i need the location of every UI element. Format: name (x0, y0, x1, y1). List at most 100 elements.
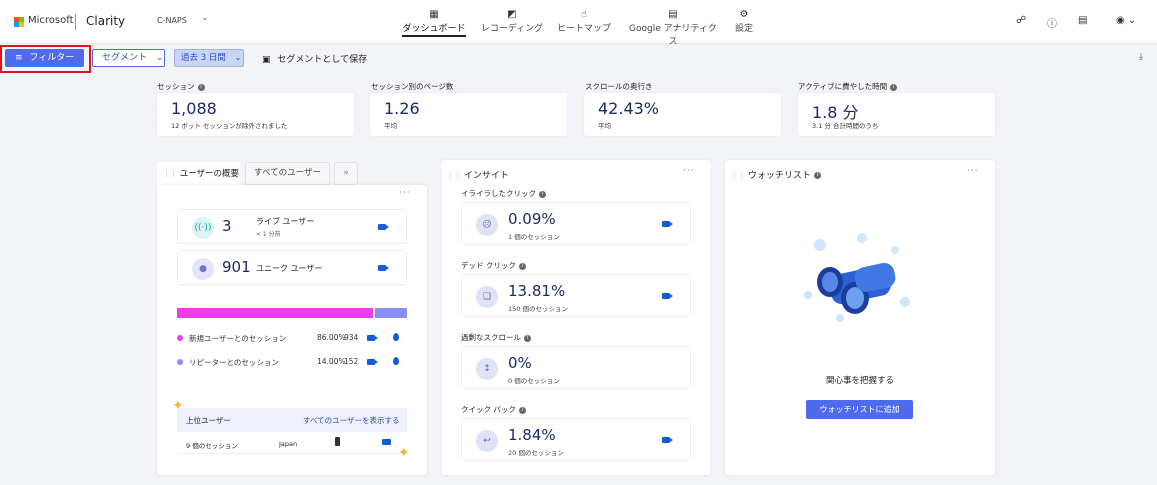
tab-user-overview[interactable]: ⋮⋮ ユーザーの概要 (157, 162, 240, 186)
filter-icon: ≡ (15, 53, 23, 63)
watchlist-panel: ⋮⋮ ウォッチリスト i ··· 関心事を把握する (725, 160, 995, 475)
insight-quick-back[interactable]: ↩ 1.84% 20 個のセッション (461, 418, 691, 461)
live-signal-icon: ((·)) (192, 217, 214, 239)
metric-label-scroll-depth: スクロールの奥行き (585, 82, 653, 91)
insight-sub: 150 個のセッション (508, 305, 568, 313)
unique-users-row[interactable]: ● 901 ユニーク ユーザー (177, 250, 407, 285)
user-card-icon[interactable] (382, 439, 391, 445)
project-selector[interactable]: C-NAPS (157, 16, 187, 25)
divider (75, 14, 76, 30)
info-icon: i (197, 83, 205, 91)
video-icon[interactable] (662, 293, 673, 299)
insight-rage-clicks[interactable]: ☹ 0.09% 1 個のセッション (461, 202, 691, 245)
insight-dead-clicks[interactable]: ❏ 13.81% 150 個のセッション (461, 274, 691, 317)
video-icon[interactable] (378, 224, 389, 230)
filter-button[interactable]: ≡ フィルター (5, 49, 84, 67)
chevron-down-icon: ⌄ (234, 53, 242, 63)
insight-label: クイック バック i (461, 404, 526, 415)
legend-returning-users: リピーターとのセッション 14.00% 152 (177, 357, 407, 369)
video-icon[interactable] (662, 221, 673, 227)
metric-label-active-time: アクティブに費やした時間 i (798, 81, 898, 92)
new-users-bar (177, 308, 373, 318)
save-segment-button[interactable]: ▣ セグメントとして保存 (262, 55, 368, 65)
video-icon[interactable] (378, 265, 389, 271)
metric-value: 1.26 (384, 99, 420, 118)
app-name[interactable]: Clarity (86, 14, 126, 28)
tab-all-users[interactable]: すべてのユーザー (245, 162, 330, 185)
metric-sub: 3.1 分 合計時間のうち (812, 122, 879, 130)
insight-label: 過剰なスクロール i (461, 332, 531, 343)
info-icon: i (524, 334, 531, 342)
more-options-icon[interactable]: ··· (683, 166, 695, 176)
tab-settings[interactable]: ⚙ 設定 (732, 8, 756, 38)
info-icon: i (518, 262, 526, 270)
insight-sub: 20 個のセッション (508, 449, 564, 457)
more-options-icon[interactable]: ··· (967, 166, 979, 176)
tab-heatmaps[interactable]: ☝ ヒートマップ (556, 9, 611, 34)
metric-card-sessions[interactable]: 1,088 12 ボット セッションが除外されました (157, 93, 354, 136)
scroll-icon: ↕ (476, 358, 498, 380)
metric-label-pages-per-session: セッション別のページ数 (371, 82, 454, 91)
metric-label-sessions: セッション i (157, 81, 205, 92)
metric-value: 42.43% (598, 99, 660, 118)
more-options-icon[interactable]: ··· (399, 188, 411, 198)
tab-google-analytics[interactable]: ▤ Google アナリティクス (626, 8, 720, 47)
download-icon[interactable]: ⤓ (1139, 52, 1143, 62)
live-user-count: 3 (222, 217, 232, 235)
insight-value: 0.09% (508, 210, 556, 228)
drag-handle-icon[interactable]: ⋮⋮ (163, 170, 177, 178)
metric-card-active-time[interactable]: 1.8 分 3.1 分 合計時間のうち (798, 93, 995, 136)
document-icon[interactable]: ▤ (1078, 15, 1088, 26)
save-icon: ▣ (262, 55, 271, 65)
show-all-users-link[interactable]: すべてのユーザーを表示する (303, 416, 400, 425)
info-icon: i (539, 190, 546, 198)
heatmap-drop-icon[interactable] (393, 357, 399, 365)
top-users-label: 上位ユーザー (186, 416, 231, 425)
metric-card-pages[interactable]: 1.26 平均 (370, 93, 567, 136)
account-icon[interactable]: ◉ ⌄ (1116, 15, 1137, 26)
insight-label: デッド クリック i (461, 260, 526, 271)
chevron-double-right-icon[interactable]: » (334, 162, 358, 185)
returning-users-bar (375, 308, 407, 318)
add-to-watchlist-button[interactable]: ウォッチリストに追加 (806, 400, 913, 419)
recordings-icon: ◩ (507, 9, 517, 20)
tab-recordings[interactable]: ◩ レコーディング (480, 9, 544, 34)
microsoft-label: Microsoft (28, 15, 74, 26)
gear-icon: ⚙ (739, 9, 749, 20)
video-icon[interactable] (367, 335, 378, 341)
insight-label: イライラしたクリック i (461, 188, 546, 199)
sparkle-icon: ✦ (172, 398, 184, 414)
share-icon[interactable]: ☍ (1016, 15, 1027, 26)
insight-value: 0% (508, 354, 532, 372)
tab-dashboard[interactable]: ▦ ダッシュボード (402, 8, 466, 38)
person-icon: ● (192, 258, 214, 280)
insight-value: 1.84% (508, 426, 556, 444)
mobile-device-icon (335, 437, 340, 446)
sparkle-icon: ✦ (398, 445, 410, 461)
heatmap-drop-icon[interactable] (393, 333, 399, 341)
metric-sub: 平均 (384, 122, 397, 130)
metric-sub: 平均 (598, 122, 611, 130)
insight-sub: 1 個のセッション (508, 233, 560, 241)
metric-value: 1,088 (171, 99, 217, 118)
binoculars-icon (804, 233, 910, 322)
legend-new-users: 新規ユーザーとのセッション 86.00% 934 (177, 333, 407, 345)
dead-click-icon: ❏ (476, 286, 498, 308)
video-icon[interactable] (367, 359, 378, 365)
dashboard-icon: ▦ (429, 9, 439, 20)
date-range-button[interactable]: 過去 3 日間 ⌄ (174, 49, 244, 67)
help-icon[interactable]: ⓘ (1047, 19, 1057, 30)
quick-back-icon: ↩ (476, 430, 498, 452)
video-icon[interactable] (662, 437, 673, 443)
metric-card-scroll[interactable]: 42.43% 平均 (584, 93, 781, 136)
top-user-row[interactable]: 9 個のセッション Japan (177, 434, 407, 454)
segment-button[interactable]: セグメント ⌄ (92, 49, 165, 67)
live-users-row[interactable]: ((·)) 3 ライブ ユーザー < 1 分前 (177, 209, 407, 244)
insight-excessive-scroll[interactable]: ↕ 0% 0 個のセッション (461, 346, 691, 389)
chevron-down-icon[interactable]: ⌄ (201, 13, 209, 23)
insight-value: 13.81% (508, 282, 566, 300)
insight-sub: 0 個のセッション (508, 377, 560, 385)
legend-dot (177, 335, 183, 341)
heatmap-icon: ☝ (580, 9, 588, 20)
info-icon: i (813, 172, 821, 179)
